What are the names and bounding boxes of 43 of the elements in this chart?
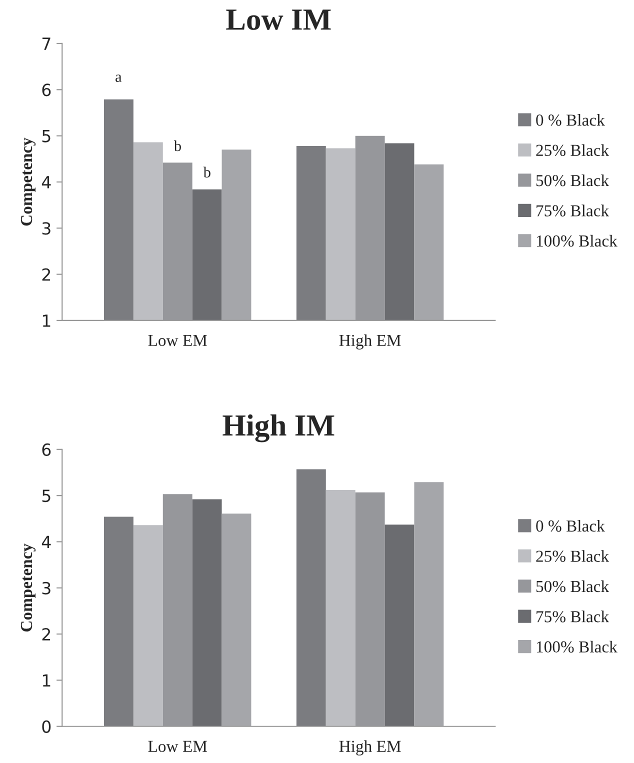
y-tick-label: 0	[42, 720, 51, 733]
y-axis-title: Competency	[20, 544, 36, 632]
x-tick-label: High EM	[339, 334, 401, 350]
legend-label: 50% Black	[536, 580, 610, 592]
bar	[133, 525, 163, 726]
y-tick-label: 4	[42, 536, 51, 548]
y-tick-label: 6	[42, 443, 51, 456]
legend-label: 75% Black	[536, 610, 610, 622]
legend-label: 100% Black	[536, 234, 618, 247]
y-tick-label: 5	[42, 490, 50, 502]
y-tick-label: 4	[42, 176, 51, 188]
y-tick-label: 2	[42, 628, 50, 640]
legend-label: 25% Black	[536, 550, 610, 562]
annotation: a	[116, 74, 122, 82]
y-tick-label: 7	[42, 38, 50, 50]
y-tick-label: 5	[42, 130, 50, 142]
bar	[104, 516, 134, 726]
chart-title: High IM	[222, 414, 334, 442]
y-tick-label: 2	[42, 268, 50, 281]
legend-label: 0 % Black	[536, 520, 605, 532]
bar	[326, 490, 356, 726]
y-tick-label: 1	[42, 674, 50, 687]
bar	[222, 514, 252, 726]
legend-label: 0 % Black	[536, 114, 605, 126]
x-tick-label: High EM	[339, 740, 401, 756]
bar	[296, 469, 326, 726]
annotation: b	[203, 166, 210, 178]
y-tick-label: 3	[42, 222, 50, 235]
legend-label: 75% Black	[536, 204, 610, 216]
chart-title: Low IM	[226, 10, 331, 30]
bar	[192, 499, 222, 726]
x-tick-label: Low EM	[148, 740, 207, 752]
bar	[414, 482, 444, 726]
legend-label: 50% Black	[536, 174, 610, 186]
annotation: b	[174, 140, 181, 152]
bar	[384, 524, 414, 726]
y-tick-label: 6	[42, 84, 51, 96]
legend-label: 25% Black	[536, 144, 610, 156]
y-tick-label: 1	[42, 314, 50, 327]
y-axis-title: Competency	[20, 138, 36, 226]
legend-label: 100% Black	[536, 640, 618, 653]
y-tick-label: 3	[42, 582, 50, 594]
x-tick-label: Low EM	[148, 335, 207, 346]
